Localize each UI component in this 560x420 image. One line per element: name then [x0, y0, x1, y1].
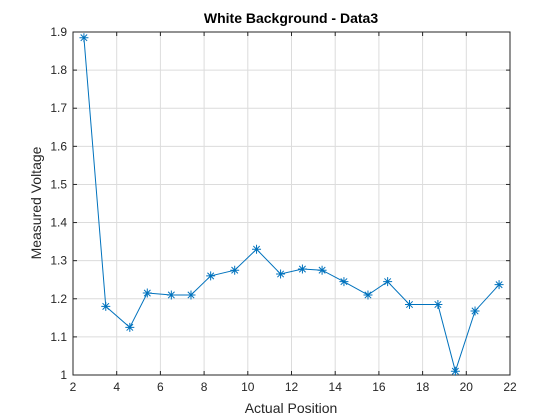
data-point-marker — [143, 289, 152, 298]
x-tick-label: 20 — [460, 380, 474, 394]
data-point-marker — [451, 367, 460, 376]
y-tick-label: 1.8 — [50, 63, 67, 77]
data-point-marker — [339, 277, 348, 286]
data-point-marker — [405, 300, 414, 309]
data-point-marker — [363, 290, 372, 299]
y-tick-label: 1.2 — [50, 292, 67, 306]
data-point-marker — [125, 323, 134, 332]
x-tick-label: 18 — [416, 380, 430, 394]
data-point-marker — [206, 271, 215, 280]
x-tick-label: 16 — [372, 380, 386, 394]
data-point-marker — [433, 300, 442, 309]
x-tick-label: 8 — [201, 380, 208, 394]
y-tick-label: 1.1 — [50, 330, 67, 344]
y-tick-label: 1.9 — [50, 25, 67, 39]
x-tick-label: 22 — [503, 380, 517, 394]
data-point-marker — [276, 270, 285, 279]
data-point-marker — [79, 33, 88, 42]
data-point-marker — [383, 277, 392, 286]
x-tick-label: 6 — [157, 380, 164, 394]
x-tick-label: 2 — [70, 380, 77, 394]
y-tick-label: 1.5 — [50, 177, 67, 191]
data-point-marker — [230, 266, 239, 275]
x-axis-title: Actual Position — [245, 400, 338, 416]
y-tick-label: 1.3 — [50, 254, 67, 268]
y-axis-title: Measured Voltage — [28, 146, 44, 259]
chart-title: White Background - Data3 — [204, 10, 378, 26]
data-point-marker — [186, 290, 195, 299]
x-tick-label: 4 — [113, 380, 120, 394]
y-tick-label: 1.6 — [50, 139, 67, 153]
data-point-marker — [298, 265, 307, 274]
data-point-marker — [101, 302, 110, 311]
y-tick-label: 1 — [60, 368, 67, 382]
data-point-marker — [318, 266, 327, 275]
x-tick-label: 14 — [329, 380, 343, 394]
data-point-marker — [252, 245, 261, 254]
y-tick-label: 1.4 — [50, 216, 67, 230]
data-point-marker — [495, 280, 504, 289]
x-tick-label: 12 — [285, 380, 299, 394]
data-point-marker — [167, 290, 176, 299]
x-tick-label: 10 — [241, 380, 255, 394]
data-point-marker — [471, 306, 480, 315]
y-tick-label: 1.7 — [50, 101, 67, 115]
